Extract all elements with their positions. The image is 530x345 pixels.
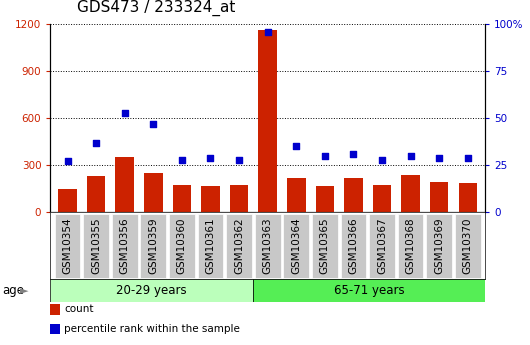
Text: GSM10365: GSM10365 — [320, 217, 330, 274]
Point — [92, 140, 100, 145]
Point — [120, 110, 129, 115]
Text: GSM10361: GSM10361 — [206, 217, 216, 274]
Bar — [284, 214, 309, 278]
Bar — [401, 175, 420, 212]
Bar — [373, 185, 391, 212]
Point — [292, 144, 301, 149]
Bar — [398, 214, 423, 278]
Text: GSM10366: GSM10366 — [348, 217, 358, 274]
Bar — [430, 181, 448, 212]
Bar — [341, 214, 366, 278]
Text: count: count — [64, 304, 94, 314]
Bar — [344, 178, 363, 212]
Point — [63, 159, 72, 164]
Bar — [50, 279, 253, 302]
Text: 65-71 years: 65-71 years — [334, 284, 404, 297]
Bar — [144, 173, 163, 212]
Text: GSM10369: GSM10369 — [434, 217, 444, 274]
Point — [321, 153, 329, 158]
Text: GSM10364: GSM10364 — [292, 217, 301, 274]
Bar — [173, 185, 191, 212]
Bar — [116, 157, 134, 212]
Text: GSM10370: GSM10370 — [463, 218, 473, 274]
Text: GSM10354: GSM10354 — [63, 217, 73, 274]
Point — [235, 157, 243, 162]
Bar — [201, 186, 220, 212]
Text: GSM10362: GSM10362 — [234, 217, 244, 274]
Bar — [369, 214, 395, 278]
Point — [378, 157, 386, 162]
Point — [263, 29, 272, 34]
Bar — [458, 183, 477, 212]
Bar — [226, 214, 252, 278]
Text: GDS473 / 233324_at: GDS473 / 233324_at — [77, 0, 235, 16]
Point — [206, 155, 215, 160]
Text: ►: ► — [20, 286, 29, 296]
Point — [464, 155, 472, 160]
Bar — [253, 279, 485, 302]
Bar — [58, 189, 77, 212]
Point — [149, 121, 157, 127]
Text: GSM10359: GSM10359 — [148, 217, 158, 274]
Point — [407, 153, 415, 158]
Bar — [198, 214, 223, 278]
Point — [178, 157, 186, 162]
Bar — [312, 214, 338, 278]
Point — [349, 151, 358, 157]
Bar — [287, 178, 305, 212]
Bar — [426, 214, 452, 278]
Bar — [87, 176, 105, 212]
Text: GSM10367: GSM10367 — [377, 217, 387, 274]
Bar — [258, 30, 277, 212]
Bar — [230, 185, 249, 212]
Bar — [455, 214, 481, 278]
Text: age: age — [3, 284, 25, 297]
Bar — [55, 214, 81, 278]
Bar — [169, 214, 195, 278]
Bar — [315, 186, 334, 212]
Point — [435, 155, 444, 160]
Text: percentile rank within the sample: percentile rank within the sample — [64, 324, 240, 334]
Bar — [83, 214, 109, 278]
Text: GSM10355: GSM10355 — [91, 217, 101, 274]
Text: GSM10368: GSM10368 — [405, 217, 416, 274]
Bar — [50, 304, 60, 315]
Text: GSM10360: GSM10360 — [177, 218, 187, 274]
Text: GSM10363: GSM10363 — [263, 217, 272, 274]
Text: 20-29 years: 20-29 years — [117, 284, 187, 297]
Text: GSM10356: GSM10356 — [120, 217, 130, 274]
Bar — [255, 214, 280, 278]
Bar — [50, 324, 60, 334]
Bar — [140, 214, 166, 278]
Bar — [112, 214, 138, 278]
